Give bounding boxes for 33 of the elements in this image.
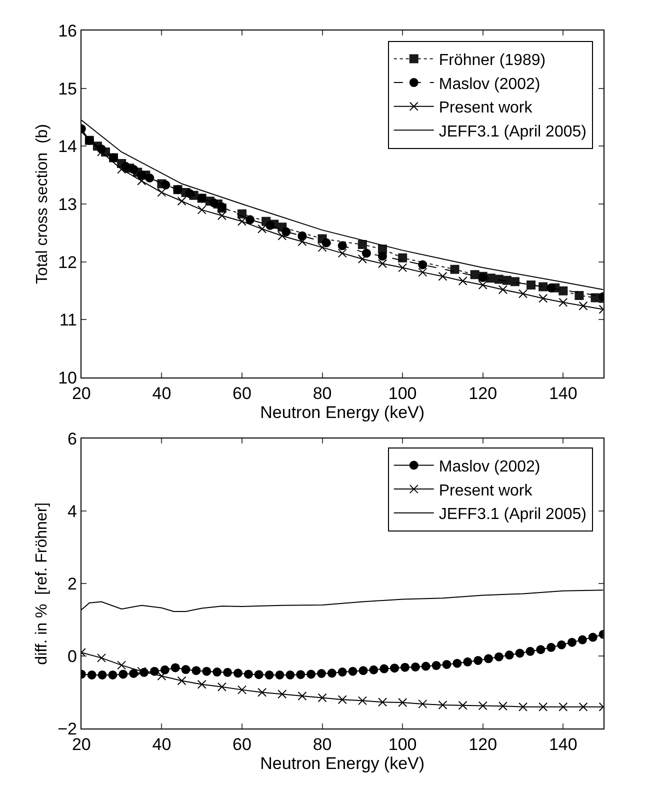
legend-label: JEFF3.1 (April 2005) xyxy=(438,123,586,140)
x-axis-title: Neutron Energy (keV) xyxy=(260,403,425,422)
x-tick-label: 80 xyxy=(312,734,332,754)
y-tick-label: 6 xyxy=(68,430,77,449)
legend-label: Fröhner (1989) xyxy=(438,52,546,69)
legend-label: Present work xyxy=(438,482,534,500)
x-tick-label: 80 xyxy=(312,384,332,404)
x-tick-label: 120 xyxy=(468,734,498,754)
y-axis-title: Total cross section (b) xyxy=(34,124,51,284)
y-tick-label: 12 xyxy=(58,252,77,272)
x-tick-label: 140 xyxy=(548,384,578,404)
x-tick-label: 140 xyxy=(548,734,578,754)
x-tick-label: 100 xyxy=(388,384,417,404)
y-tick-label: 2 xyxy=(68,574,77,594)
x-tick-label: 60 xyxy=(232,384,252,404)
x-axis-title: Neutron Energy (keV) xyxy=(260,754,425,773)
x-tick-label: 40 xyxy=(152,384,172,404)
y-tick-label: 14 xyxy=(58,137,77,156)
y-tick-label: 16 xyxy=(58,21,77,40)
x-tick-label: 120 xyxy=(468,384,498,404)
legend-label: JEFF3.1 (April 2005) xyxy=(438,506,586,524)
legend-label: Maslov (2002) xyxy=(438,458,540,476)
x-tick-label: 100 xyxy=(388,734,417,754)
legend-label: Present work xyxy=(438,100,534,117)
legend-label: Maslov (2002) xyxy=(438,76,540,93)
y-tick-label: 11 xyxy=(59,310,77,330)
y-tick-label: 13 xyxy=(58,194,77,214)
y-tick-label: 4 xyxy=(68,502,77,522)
y-tick-label: 15 xyxy=(58,79,77,98)
y-axis-title: diff. in % [ref. Fröhner] xyxy=(34,502,51,665)
x-tick-label: 60 xyxy=(232,734,252,754)
x-tick-label: 40 xyxy=(152,734,172,754)
y-tick-label: 0 xyxy=(68,647,77,666)
